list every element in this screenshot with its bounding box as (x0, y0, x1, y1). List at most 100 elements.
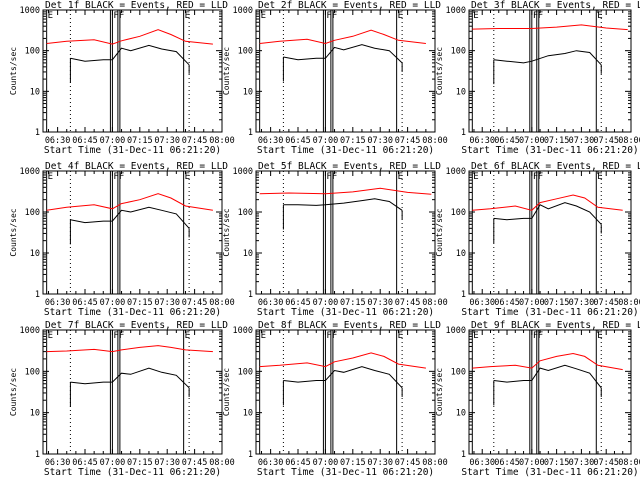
x-tick-label: 06:30 (45, 298, 71, 308)
x-axis-label: Start Time (31-Dec-11 06:21:20) (257, 467, 434, 478)
marker-label-e: E (398, 11, 403, 21)
marker-label-e: E (185, 11, 190, 21)
x-tick-label: 07:00 (519, 298, 545, 308)
x-tick-label: 07:00 (519, 136, 545, 146)
x-axis-label: Start Time (31-Dec-11 06:21:20) (461, 145, 638, 156)
x-tick-label: 08:00 (422, 298, 448, 308)
x-tick-label: 07:30 (367, 458, 393, 468)
marker-label-e: E (597, 11, 602, 21)
y-axis-label: Counts/sec (9, 208, 18, 256)
chart-title: Det 6f BLACK = Events, RED = LLD (471, 161, 640, 172)
marker-label-f: F (533, 11, 538, 21)
x-tick-label: 06:45 (72, 136, 98, 146)
marker-label-e: E (473, 172, 478, 182)
x-tick-label: 07:15 (340, 136, 366, 146)
y-tick-label: 10 (456, 87, 466, 97)
x-tick-label: 07:45 (182, 136, 208, 146)
marker-label-e: E (398, 331, 403, 341)
x-tick-label: 07:15 (340, 458, 366, 468)
y-tick-label: 1 (248, 290, 253, 300)
x-axis-label: Start Time (31-Dec-11 06:21:20) (461, 467, 638, 478)
x-axis-label: Start Time (31-Dec-11 06:21:20) (257, 145, 434, 156)
chart-title: Det 3f BLACK = Events, RED = LLD (471, 0, 640, 11)
marker-label-f: F (538, 172, 543, 182)
x-tick-label: 06:45 (72, 298, 98, 308)
plot-frame (255, 329, 436, 455)
y-tick-label: 1000 (233, 6, 253, 16)
y-tick-label: 10 (30, 409, 40, 419)
y-axis-label: Counts/sec (435, 368, 444, 416)
series-events (283, 198, 403, 211)
x-tick-label: 06:45 (285, 458, 311, 468)
x-tick-label: 07:45 (593, 136, 619, 146)
marker-label-f: F (326, 331, 331, 341)
chart-title: Det 8f BLACK = Events, RED = LLD (258, 320, 441, 331)
y-tick-label: 100 (25, 208, 40, 218)
x-axis-label: Start Time (31-Dec-11 06:21:20) (44, 307, 221, 318)
y-tick-label: 100 (25, 367, 40, 377)
x-tick-label: 06:30 (469, 458, 495, 468)
x-tick-label: 07:45 (593, 298, 619, 308)
x-tick-label: 06:45 (285, 136, 311, 146)
marker-label-f: F (326, 11, 331, 21)
y-tick-label: 10 (456, 249, 466, 259)
series-lld (472, 352, 623, 371)
y-tick-label: 1 (461, 450, 466, 460)
series-events (70, 206, 190, 229)
marker-label-f: F (332, 11, 337, 21)
x-tick-label: 07:15 (127, 458, 153, 468)
series-events (70, 44, 190, 66)
series-lld (259, 29, 426, 45)
marker-label-e: E (473, 11, 478, 21)
chart-title: Det 2f BLACK = Events, RED = LLD (258, 0, 441, 11)
y-tick-label: 10 (243, 87, 253, 97)
x-tick-label: 06:45 (285, 298, 311, 308)
x-tick-label: 07:30 (367, 298, 393, 308)
plot-frame (255, 9, 436, 133)
marker-label-e: E (473, 331, 478, 341)
y-tick-label: 1000 (233, 326, 253, 336)
x-tick-label: 06:30 (258, 136, 284, 146)
marker-label-f: F (119, 11, 124, 21)
series-lld (259, 352, 426, 369)
marker-label-f: F (533, 172, 538, 182)
y-tick-label: 10 (30, 87, 40, 97)
x-tick-label: 06:45 (494, 136, 520, 146)
y-tick-label: 1000 (20, 167, 40, 177)
marker-label-f: F (332, 172, 337, 182)
x-axis-label: Start Time (31-Dec-11 06:21:20) (44, 145, 221, 156)
series-events (283, 366, 403, 389)
y-tick-label: 1000 (20, 6, 40, 16)
y-tick-label: 1 (248, 128, 253, 138)
series-lld (472, 24, 628, 31)
marker-label-e: E (597, 331, 602, 341)
x-tick-label: 06:30 (469, 136, 495, 146)
series-events (493, 364, 602, 389)
x-tick-label: 08:00 (422, 136, 448, 146)
y-tick-label: 100 (451, 208, 466, 218)
x-axis-label: Start Time (31-Dec-11 06:21:20) (461, 307, 638, 318)
marker-label-f: F (113, 11, 118, 21)
marker-label-f: F (119, 172, 124, 182)
x-tick-label: 07:30 (367, 136, 393, 146)
plot-frame (42, 9, 223, 133)
x-tick-label: 08:00 (618, 136, 640, 146)
marker-label-f: F (332, 331, 337, 341)
x-tick-label: 07:00 (100, 458, 126, 468)
x-tick-label: 07:15 (544, 458, 570, 468)
chart-title: Det 4f BLACK = Events, RED = LLD (45, 161, 228, 172)
marker-label-e: E (185, 172, 190, 182)
marker-label-e: E (261, 11, 266, 21)
marker-label-f: F (119, 331, 124, 341)
x-tick-label: 07:00 (313, 136, 339, 146)
x-tick-label: 06:30 (45, 458, 71, 468)
marker-label-f: F (326, 172, 331, 182)
x-tick-label: 07:30 (154, 136, 180, 146)
marker-label-e: E (48, 11, 53, 21)
